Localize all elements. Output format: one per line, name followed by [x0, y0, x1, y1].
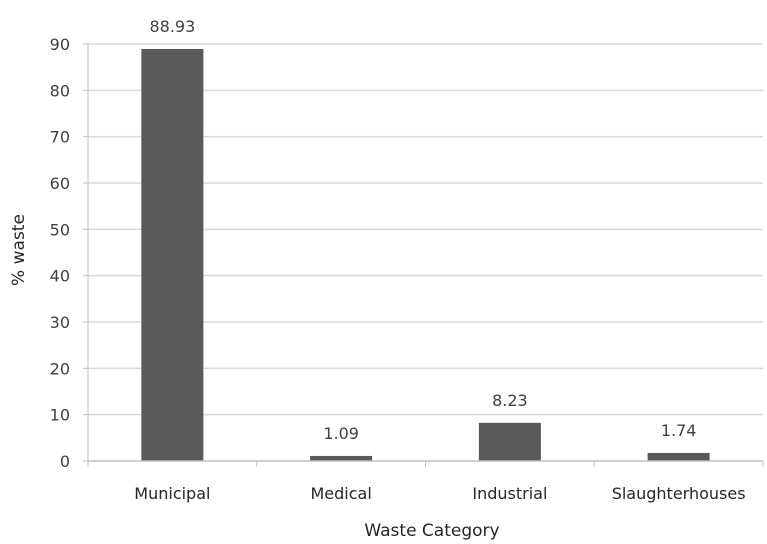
- bar-medical: [310, 455, 373, 461]
- bar-slaughterhouses: [647, 452, 710, 461]
- data-label: 88.93: [149, 17, 195, 36]
- category-label: Municipal: [134, 484, 210, 503]
- y-tick-label: 20: [50, 359, 70, 378]
- bar-municipal: [141, 48, 204, 461]
- data-label: 8.23: [492, 391, 528, 410]
- labels: 0 10 20 30 40 50 60 70 80 90 88.93 Municipal 1.09 Med…: [50, 17, 746, 503]
- y-axis-title: % waste: [9, 214, 29, 286]
- y-tick-label: 30: [50, 313, 70, 332]
- y-tick-label: 80: [50, 81, 70, 100]
- data-label: 1.09: [323, 424, 359, 443]
- data-label: 1.74: [661, 421, 697, 440]
- bars: [141, 48, 710, 461]
- bar-industrial: [478, 422, 541, 461]
- y-tick-label: 90: [50, 35, 70, 54]
- category-label: Medical: [310, 484, 371, 503]
- axes: [83, 43, 764, 467]
- y-tick-label: 50: [50, 220, 70, 239]
- y-tick-label: 40: [50, 267, 70, 286]
- y-tick-label: 10: [50, 406, 70, 425]
- x-axis-title: Waste Category: [364, 521, 499, 540]
- y-tick-label: 70: [50, 128, 70, 147]
- y-tick-label: 60: [50, 174, 70, 193]
- category-label: Slaughterhouses: [612, 484, 746, 503]
- y-tick-label: 0: [60, 452, 70, 471]
- category-label: Industrial: [472, 484, 547, 503]
